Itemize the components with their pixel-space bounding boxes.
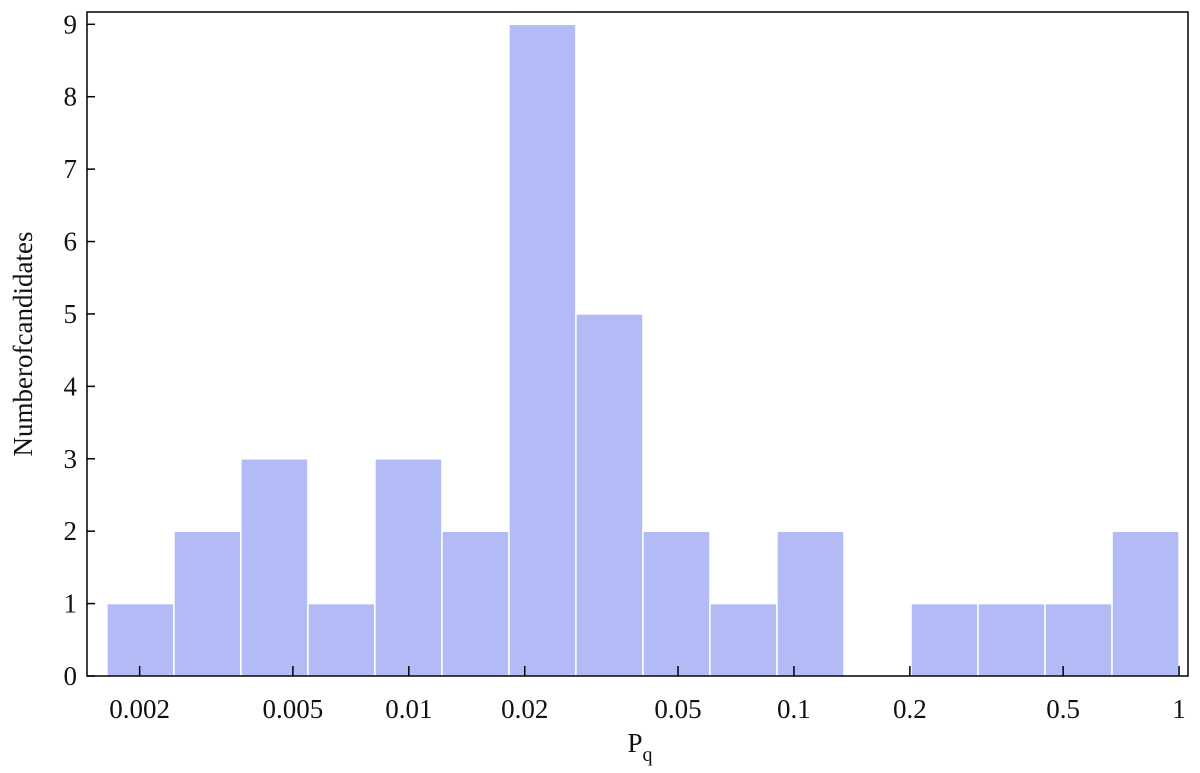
y-tick-label: 8 [64,82,78,112]
x-label-subscript: q [643,744,653,766]
bar [441,530,510,677]
bar [240,458,309,677]
y-tick-label: 7 [64,154,78,184]
y-tick-label: 9 [64,9,78,39]
bar [575,313,644,677]
bar [374,458,443,677]
x-tick-label: 0.2 [893,694,927,724]
y-tick-label: 5 [64,299,78,329]
x-tick-label: 0.01 [385,694,432,724]
y-axis-label: Numberofcandidates [8,232,38,457]
bar [776,530,845,677]
bar [709,602,778,677]
bar [977,602,1046,677]
x-axis-label: Pq [627,728,652,766]
x-tick-label: 0.05 [654,694,701,724]
y-tick-label: 4 [64,371,78,401]
bar [106,602,175,677]
plot-frame [86,11,1189,677]
bar [508,23,577,677]
x-tick-label: 0.005 [263,694,324,724]
x-tick-label: 0.5 [1046,694,1080,724]
x-label-main: P [627,728,642,758]
x-tick-label: 0.002 [109,694,170,724]
bar [910,602,979,677]
x-tick-label: 0.1 [777,694,811,724]
y-tick-label: 0 [64,661,78,691]
y-tick-label: 6 [64,227,78,257]
bar [173,530,242,677]
x-tick-label: 0.02 [501,694,548,724]
bar [642,530,711,677]
y-tick-label: 1 [64,589,78,619]
bar [1111,530,1180,677]
bar [307,602,376,677]
bar [1044,602,1113,677]
x-tick-label: 1 [1172,694,1186,724]
y-tick-label: 3 [64,444,78,474]
y-tick-label: 2 [64,516,78,546]
